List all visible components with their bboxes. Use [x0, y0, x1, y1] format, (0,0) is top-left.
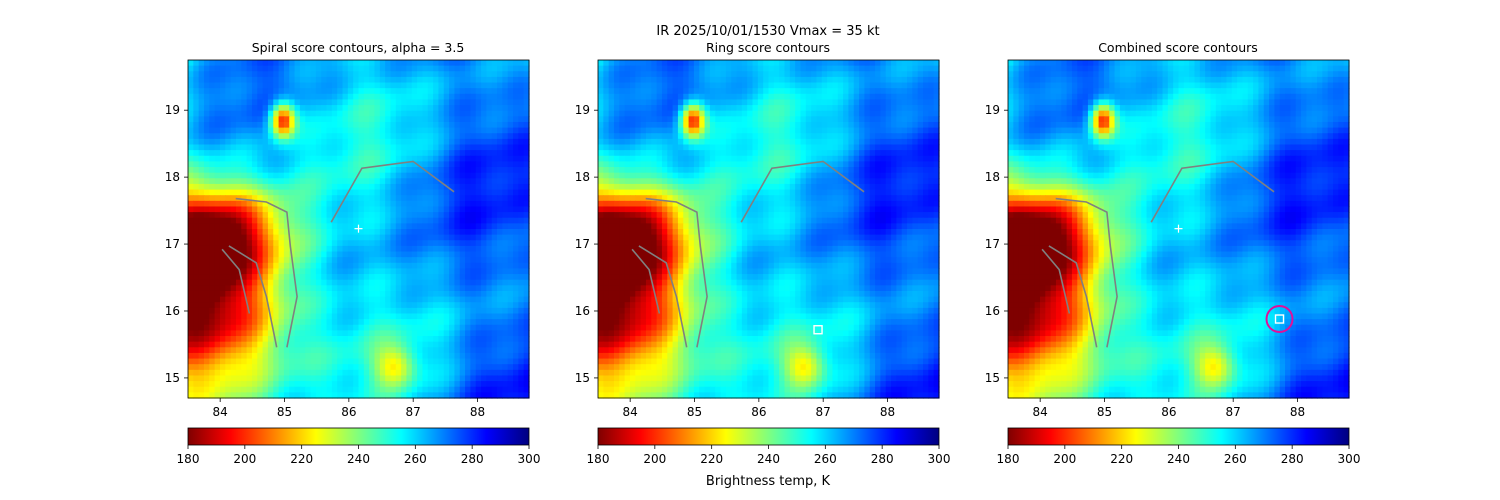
y-tick-label: 19: [985, 103, 1000, 117]
contour-line: [1041, 248, 1071, 314]
y-tick-label: 19: [165, 103, 180, 117]
colorbar-tick-label: 220: [700, 452, 723, 466]
plot-frame: [597, 59, 940, 399]
x-tick-label: 86: [751, 405, 766, 419]
contour-line: [330, 160, 455, 223]
x-tick-label: 84: [623, 405, 638, 419]
x-tick-label: 87: [1226, 405, 1241, 419]
x-tick-label: 84: [1033, 405, 1048, 419]
y-tick-label: 17: [165, 237, 180, 251]
contour-line: [740, 160, 865, 223]
contour-line: [1048, 245, 1098, 348]
colorbar-tick-label: 260: [814, 452, 837, 466]
x-tick-label: 88: [470, 405, 485, 419]
combined-score-panel: Combined score contours 84 85 86 87 88 15 16 17…: [985, 40, 1361, 466]
spiral-score-plot: 84 85 86 87 88 15 16 17 18 19 180 200 220 240 260 280 30…: [165, 59, 541, 466]
y-tick-label: 15: [165, 371, 180, 385]
x-tick-label: 85: [277, 405, 292, 419]
contour-line: [645, 197, 708, 348]
colorbar-tick-label: 200: [643, 452, 666, 466]
colorbar-label: Brightness temp, K: [706, 474, 831, 489]
colorbar-tick-label: 300: [1338, 452, 1361, 466]
colorbar-tick-label: 280: [871, 452, 894, 466]
colorbar: 180 200 220 240 260 280 300: [997, 427, 1361, 466]
center-square-marker: [1274, 314, 1285, 324]
contour-line: [221, 248, 251, 314]
colorbar-tick-label: 200: [233, 452, 256, 466]
x-tick-label: 87: [816, 405, 831, 419]
x-tick-label: 88: [880, 405, 895, 419]
y-tick-label: 16: [985, 304, 1000, 318]
brightness-temperature-image: [1008, 60, 1350, 399]
figure-suptitle: IR 2025/10/01/1530 Vmax = 35 kt: [656, 24, 879, 39]
panel-title: Spiral score contours, alpha = 3.5: [252, 40, 465, 55]
contour-line: [631, 248, 661, 314]
colorbar-gradient: [597, 427, 940, 446]
panel-title: Combined score contours: [1098, 40, 1258, 55]
ring-score-plot: 84 85 86 87 88 15 16 17 18 19 180 200 220 240 260 280 30…: [575, 59, 951, 466]
contour-line: [638, 245, 688, 348]
colorbar-tick-label: 240: [757, 452, 780, 466]
colorbar-tick-label: 260: [1224, 452, 1247, 466]
x-tick-label: 87: [406, 405, 421, 419]
colorbar-tick-label: 280: [461, 452, 484, 466]
score-contours: [221, 160, 455, 348]
y-tick-label: 15: [985, 371, 1000, 385]
center-plus-marker: [354, 224, 363, 233]
colorbar-tick-label: 180: [587, 452, 610, 466]
y-tick-label: 18: [985, 170, 1000, 184]
y-tick-label: 16: [165, 304, 180, 318]
colorbar-tick-label: 240: [347, 452, 370, 466]
x-tick-label: 88: [1290, 405, 1305, 419]
y-tick-label: 15: [575, 371, 590, 385]
contour-line: [228, 245, 278, 348]
score-contours: [631, 160, 865, 348]
y-tick-label: 18: [575, 170, 590, 184]
colorbar-tick-label: 300: [928, 452, 951, 466]
spiral-score-panel: Spiral score contours, alpha = 3.5 84 85 8…: [165, 40, 541, 466]
colorbar-tick-label: 260: [404, 452, 427, 466]
colorbar-tick-label: 300: [518, 452, 541, 466]
plot-frame: [187, 59, 530, 399]
brightness-temperature-image: [188, 60, 530, 399]
colorbar-gradient: [1007, 427, 1350, 446]
colorbar-gradient: [187, 427, 530, 446]
x-tick-label: 86: [1161, 405, 1176, 419]
colorbar-tick-label: 220: [290, 452, 313, 466]
contour-line: [1150, 160, 1275, 223]
combined-score-plot: 84 85 86 87 88 15 16 17 18 19 180 200 220 240 260 280 30…: [985, 59, 1361, 466]
plot-frame: [1007, 59, 1350, 399]
colorbar-tick-label: 280: [1281, 452, 1304, 466]
y-tick-label: 17: [985, 237, 1000, 251]
colorbar-tick-label: 180: [997, 452, 1020, 466]
brightness-temperature-image: [598, 60, 940, 399]
score-contours: [1041, 160, 1275, 348]
center-plus-marker: [1174, 224, 1183, 233]
panel-title: Ring score contours: [706, 40, 830, 55]
y-tick-label: 19: [575, 103, 590, 117]
x-tick-label: 86: [341, 405, 356, 419]
y-tick-label: 18: [165, 170, 180, 184]
contour-line: [1055, 197, 1118, 348]
center-square-marker: [813, 325, 823, 335]
y-tick-label: 17: [575, 237, 590, 251]
x-tick-label: 84: [213, 405, 228, 419]
colorbar-tick-label: 240: [1167, 452, 1190, 466]
colorbar: 180 200 220 240 260 280 300: [587, 427, 951, 466]
y-tick-label: 16: [575, 304, 590, 318]
colorbar-tick-label: 220: [1110, 452, 1133, 466]
ring-score-panel: Ring score contours 84 85 86 87 88 15 16 17 18 19…: [575, 40, 951, 466]
x-tick-label: 85: [1097, 405, 1112, 419]
contour-line: [235, 197, 298, 348]
colorbar: 180 200 220 240 260 280 300: [177, 427, 541, 466]
colorbar-tick-label: 200: [1053, 452, 1076, 466]
colorbar-tick-label: 180: [177, 452, 200, 466]
center-circle-marker: [1265, 305, 1294, 334]
x-tick-label: 85: [687, 405, 702, 419]
